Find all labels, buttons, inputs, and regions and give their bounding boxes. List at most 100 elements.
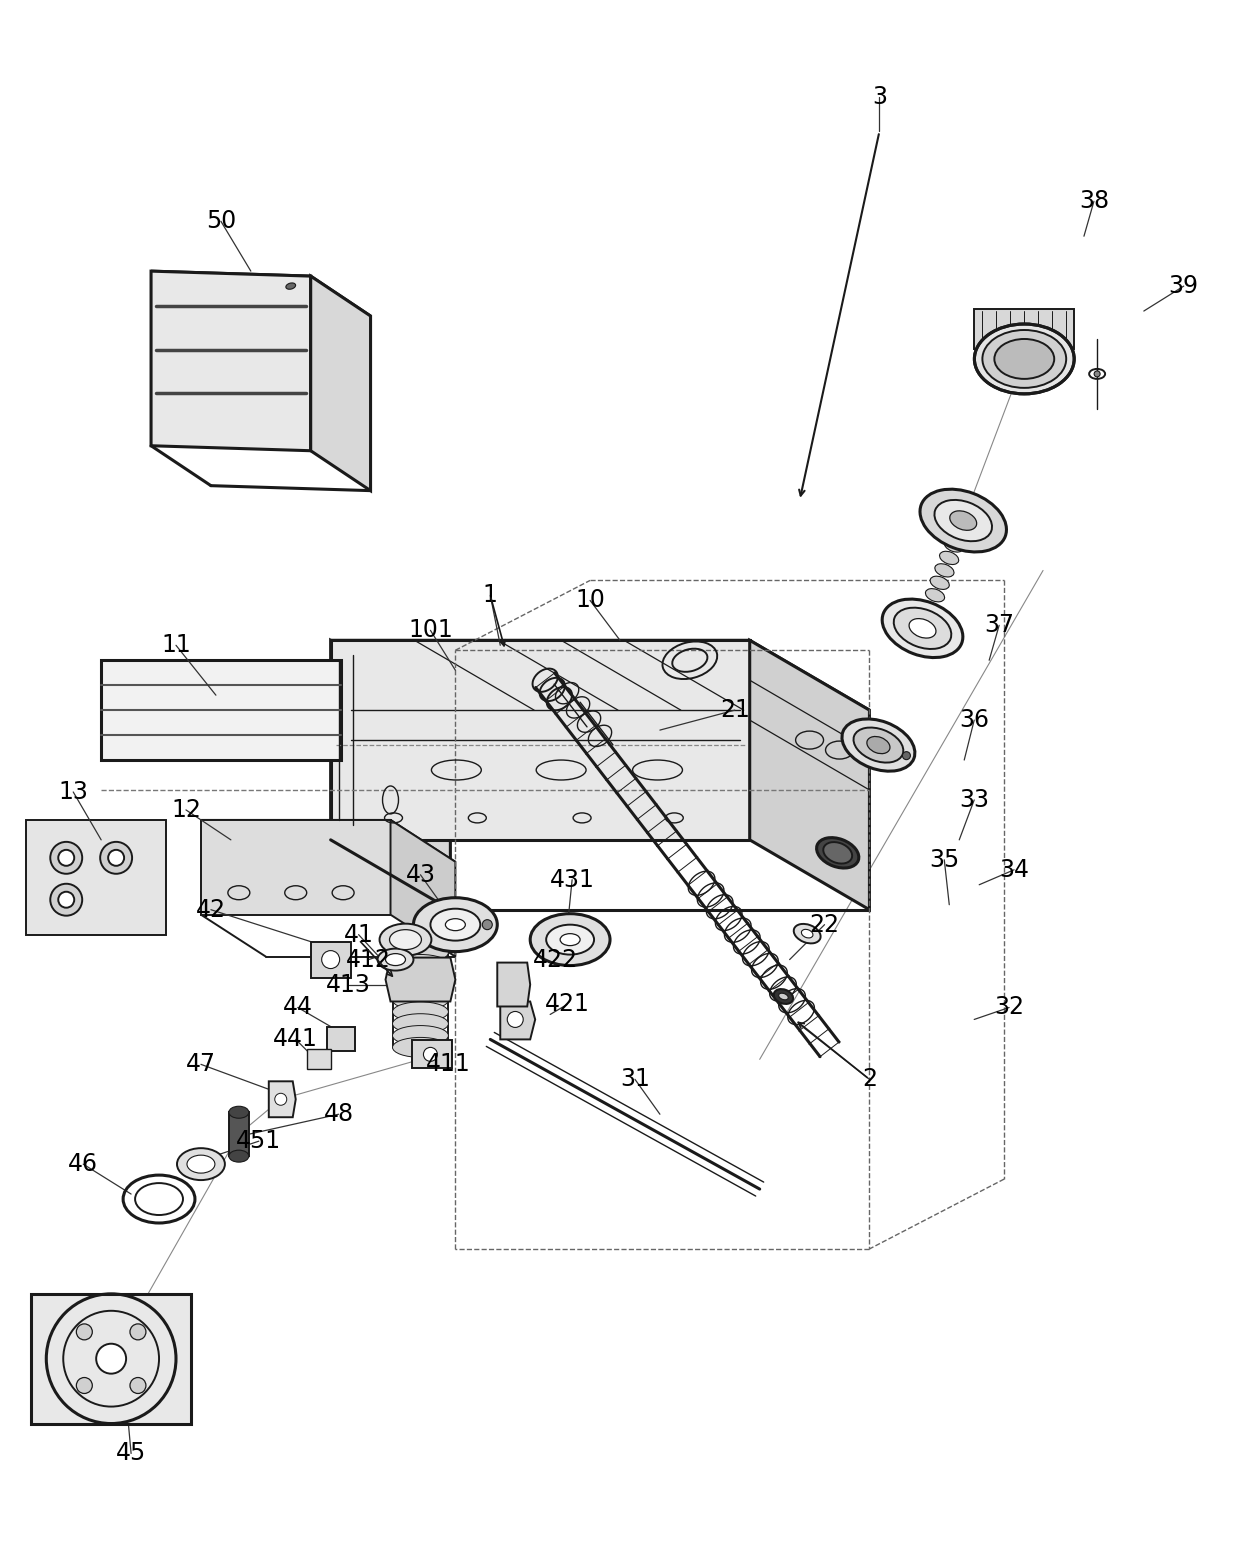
Ellipse shape xyxy=(935,563,954,577)
Text: 21: 21 xyxy=(719,698,750,723)
Ellipse shape xyxy=(445,918,465,931)
Ellipse shape xyxy=(975,324,1074,394)
Text: 41: 41 xyxy=(343,923,373,946)
Ellipse shape xyxy=(393,1014,449,1033)
Text: 38: 38 xyxy=(1079,189,1109,214)
Text: 101: 101 xyxy=(408,619,453,642)
Polygon shape xyxy=(497,963,531,1007)
Ellipse shape xyxy=(413,898,497,952)
Text: 48: 48 xyxy=(324,1103,353,1126)
Ellipse shape xyxy=(944,538,963,552)
Circle shape xyxy=(275,1093,286,1106)
Text: 37: 37 xyxy=(985,613,1014,637)
Circle shape xyxy=(97,1343,126,1374)
Text: 46: 46 xyxy=(68,1152,98,1176)
Text: 1: 1 xyxy=(482,583,497,608)
Text: 422: 422 xyxy=(533,948,578,971)
Ellipse shape xyxy=(393,1038,449,1058)
Ellipse shape xyxy=(940,551,959,565)
Ellipse shape xyxy=(920,489,1007,552)
Ellipse shape xyxy=(909,619,936,637)
Ellipse shape xyxy=(774,990,794,1003)
Text: 35: 35 xyxy=(929,848,960,872)
Ellipse shape xyxy=(377,949,413,971)
Ellipse shape xyxy=(930,575,950,589)
Circle shape xyxy=(100,842,133,873)
Ellipse shape xyxy=(949,526,968,540)
Text: 12: 12 xyxy=(171,797,201,822)
Ellipse shape xyxy=(187,1155,215,1173)
Circle shape xyxy=(507,1011,523,1027)
Ellipse shape xyxy=(177,1148,224,1180)
Circle shape xyxy=(130,1325,146,1340)
Ellipse shape xyxy=(379,924,432,955)
Polygon shape xyxy=(500,1002,536,1039)
Polygon shape xyxy=(151,271,371,316)
Polygon shape xyxy=(31,1294,191,1424)
Ellipse shape xyxy=(560,934,580,946)
Polygon shape xyxy=(975,309,1074,349)
Ellipse shape xyxy=(842,720,915,771)
Text: 44: 44 xyxy=(283,996,312,1019)
Text: 413: 413 xyxy=(326,972,371,997)
Text: 451: 451 xyxy=(237,1129,281,1154)
Ellipse shape xyxy=(794,924,821,943)
Ellipse shape xyxy=(393,943,449,963)
Polygon shape xyxy=(386,957,455,1002)
Ellipse shape xyxy=(393,1002,449,1022)
Ellipse shape xyxy=(994,340,1054,378)
Ellipse shape xyxy=(386,954,405,966)
Circle shape xyxy=(77,1377,92,1393)
Ellipse shape xyxy=(531,914,610,966)
Ellipse shape xyxy=(882,599,963,658)
Ellipse shape xyxy=(229,1106,249,1118)
Polygon shape xyxy=(331,641,869,710)
Ellipse shape xyxy=(925,589,945,602)
Text: 2: 2 xyxy=(862,1067,877,1092)
Circle shape xyxy=(321,951,340,968)
Ellipse shape xyxy=(393,990,449,1010)
Text: 36: 36 xyxy=(960,709,990,732)
Polygon shape xyxy=(201,820,391,915)
Text: 10: 10 xyxy=(575,588,605,613)
Text: 13: 13 xyxy=(58,780,88,803)
Ellipse shape xyxy=(853,727,903,763)
Text: 22: 22 xyxy=(810,912,839,937)
Polygon shape xyxy=(326,1027,355,1052)
Text: 50: 50 xyxy=(206,209,236,233)
Ellipse shape xyxy=(954,513,973,527)
Circle shape xyxy=(51,884,82,915)
Ellipse shape xyxy=(950,510,977,530)
Circle shape xyxy=(51,842,82,873)
Circle shape xyxy=(108,850,124,865)
Text: 3: 3 xyxy=(872,84,887,109)
Polygon shape xyxy=(331,641,450,910)
Polygon shape xyxy=(229,1112,249,1155)
Text: 411: 411 xyxy=(427,1052,471,1076)
Ellipse shape xyxy=(430,909,480,940)
Ellipse shape xyxy=(801,929,813,938)
Ellipse shape xyxy=(286,282,295,290)
Text: 431: 431 xyxy=(549,867,594,892)
Ellipse shape xyxy=(935,499,992,541)
Ellipse shape xyxy=(229,1151,249,1162)
Polygon shape xyxy=(750,641,869,910)
Polygon shape xyxy=(151,271,311,451)
Ellipse shape xyxy=(982,330,1066,388)
Ellipse shape xyxy=(393,1025,449,1045)
Polygon shape xyxy=(201,820,455,862)
Ellipse shape xyxy=(393,979,449,999)
Text: 32: 32 xyxy=(994,996,1024,1019)
Ellipse shape xyxy=(817,838,859,869)
Text: 11: 11 xyxy=(161,633,191,658)
Circle shape xyxy=(903,752,910,760)
Text: 33: 33 xyxy=(960,788,990,811)
Ellipse shape xyxy=(389,929,422,949)
Circle shape xyxy=(130,1377,146,1393)
Circle shape xyxy=(482,920,492,929)
Text: 412: 412 xyxy=(346,948,391,971)
Ellipse shape xyxy=(867,737,890,754)
Circle shape xyxy=(58,892,74,907)
Circle shape xyxy=(423,1047,438,1061)
Polygon shape xyxy=(269,1081,295,1117)
